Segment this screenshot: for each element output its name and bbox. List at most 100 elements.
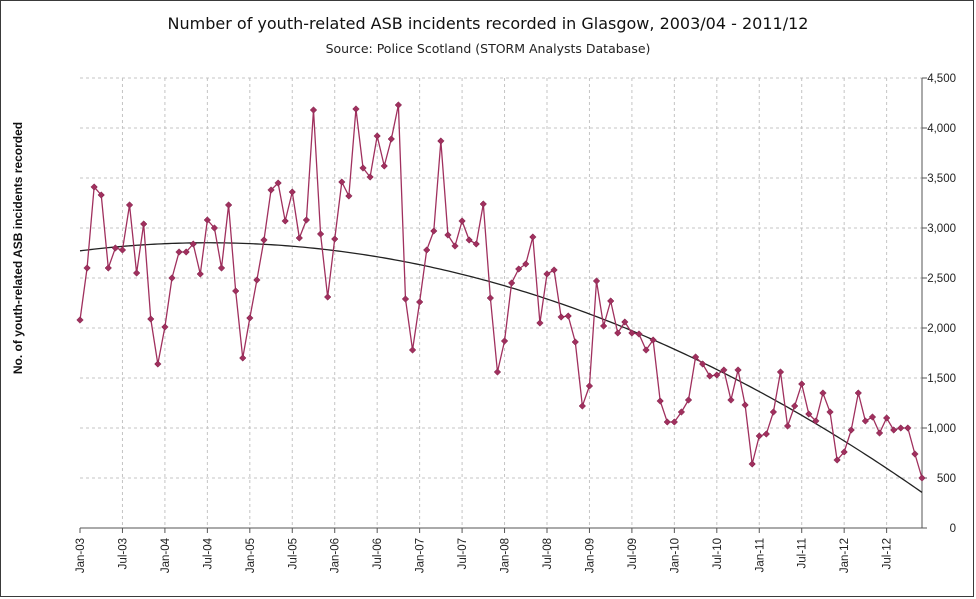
data-point	[564, 312, 572, 320]
data-point	[833, 456, 841, 464]
data-point	[500, 337, 509, 345]
data-point	[175, 248, 183, 256]
trend-line	[79, 242, 923, 493]
data-point	[507, 279, 516, 287]
data-point	[670, 418, 679, 426]
x-tick-label: Jul-10	[712, 538, 724, 569]
data-point	[536, 319, 544, 327]
data-point	[720, 366, 728, 374]
data-point	[366, 173, 374, 181]
data-point	[316, 230, 325, 238]
data-point	[699, 360, 707, 368]
data-point	[762, 430, 770, 438]
x-tick-label: Jan-08	[500, 538, 512, 573]
tick-labels: 0 500 1,000 1,500 2,000 2,500 3,000 3,500 4,000 4…	[75, 73, 956, 573]
x-tick-label: Jul-09	[627, 538, 639, 569]
data-point	[691, 353, 700, 361]
data-point	[345, 192, 353, 200]
data-point	[437, 137, 445, 145]
x-tick-label: Jan-10	[669, 538, 681, 573]
data-point	[684, 396, 693, 404]
data-point	[543, 270, 551, 278]
data-point	[741, 401, 749, 409]
data-point	[451, 242, 459, 250]
chart-title: Number of youth-related ASB incidents re…	[167, 14, 809, 33]
data-point	[656, 397, 664, 405]
data-point	[649, 336, 657, 344]
x-tick-label: Jan-07	[415, 538, 427, 573]
data-point	[783, 422, 792, 430]
data-point	[826, 408, 834, 416]
x-tick-label: Jan-12	[839, 538, 851, 573]
data-point	[861, 417, 870, 425]
x-tick-label: Jan-06	[330, 538, 342, 573]
y-tick-label: 1,500	[927, 373, 956, 385]
data-point	[805, 410, 813, 418]
chart-subtitle: Source: Police Scotland (STORM Analysts …	[325, 41, 651, 56]
data-point	[408, 346, 417, 354]
data-point	[755, 432, 763, 440]
data-point	[911, 450, 919, 458]
data-point	[401, 295, 410, 303]
x-tick-label: Jul-08	[542, 538, 554, 569]
data-point	[769, 408, 778, 416]
data-point	[97, 191, 105, 199]
data-point	[493, 368, 502, 376]
data-point	[246, 314, 254, 322]
data-point	[918, 474, 926, 482]
data-point	[529, 233, 537, 241]
x-tick-label: Jul-07	[457, 538, 469, 569]
data-point	[599, 322, 608, 330]
data-point	[90, 183, 98, 191]
data-point	[125, 201, 134, 209]
data-point	[203, 216, 212, 224]
x-tick-label: Jul-03	[117, 538, 129, 569]
data-point	[734, 366, 742, 374]
data-point	[472, 240, 480, 248]
data-point	[373, 132, 381, 140]
data-point	[713, 371, 721, 379]
data-point	[890, 426, 898, 434]
data-point	[210, 224, 219, 232]
data-point	[642, 346, 650, 354]
data-point	[479, 200, 487, 208]
x-tick-label: Jan-03	[75, 538, 87, 573]
data-point	[380, 162, 388, 170]
data-point	[302, 216, 311, 224]
data-point	[147, 315, 155, 323]
data-point	[465, 236, 473, 244]
series-line	[79, 104, 923, 479]
data-point	[607, 297, 615, 305]
y-tick-label: 3,000	[927, 223, 956, 235]
y-tick-label: 500	[937, 473, 956, 485]
data-point	[387, 135, 395, 143]
x-tick-label: Jan-11	[754, 538, 766, 572]
data-point	[217, 264, 226, 272]
data-point	[132, 269, 141, 277]
y-tick-label: 2,000	[927, 323, 956, 335]
data-point	[394, 101, 403, 109]
data-point	[706, 372, 714, 380]
data-point	[550, 266, 558, 274]
data-point	[281, 217, 289, 225]
data-point	[635, 330, 643, 338]
data-point	[458, 217, 466, 225]
x-tick-label: Jan-09	[584, 538, 596, 573]
x-tick-label: Jul-06	[372, 538, 384, 569]
data-point	[904, 424, 912, 432]
data-point	[875, 429, 884, 437]
data-point	[288, 188, 296, 196]
data-point	[790, 402, 799, 410]
data-point	[260, 236, 268, 244]
y-axis-label: No. of youth-related ASB incidents recor…	[11, 122, 25, 374]
data-point	[571, 338, 579, 346]
data-point	[111, 244, 120, 252]
trend-layer	[79, 242, 923, 493]
data-point	[331, 235, 339, 243]
data-point	[267, 186, 275, 194]
data-point	[83, 264, 91, 272]
data-point	[621, 318, 629, 326]
marker-layer	[76, 101, 926, 482]
data-point	[798, 380, 806, 388]
